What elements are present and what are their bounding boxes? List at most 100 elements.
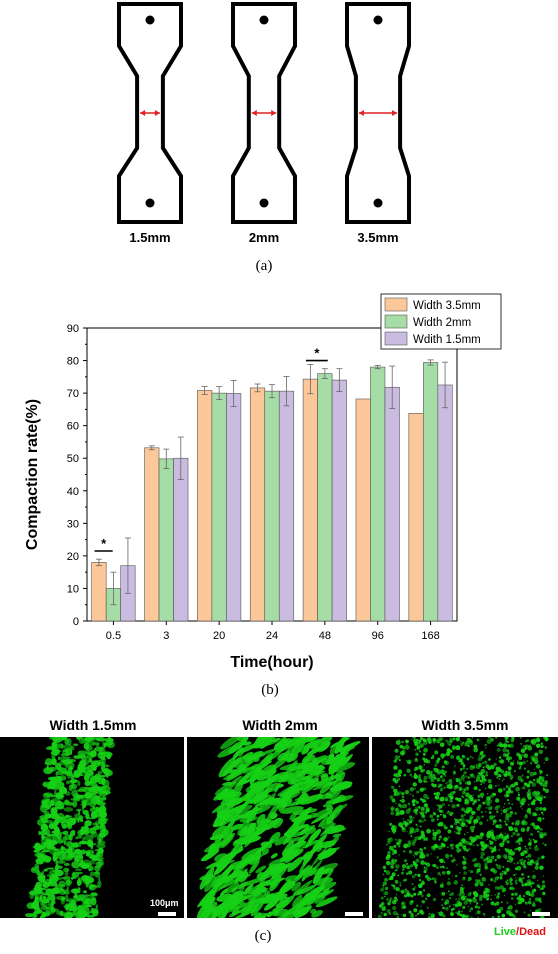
live-cell xyxy=(511,822,515,825)
live-cell xyxy=(52,874,59,883)
x-axis-title: Time(hour) xyxy=(230,654,313,671)
live-cell xyxy=(411,841,416,846)
live-cell xyxy=(393,773,397,777)
live-cell xyxy=(246,804,259,819)
live-cell xyxy=(459,871,461,874)
live-cell xyxy=(85,881,89,888)
live-cell xyxy=(439,742,445,748)
live-cell xyxy=(519,897,525,903)
live-cell xyxy=(533,790,537,795)
live-cell xyxy=(483,845,487,849)
live-cell xyxy=(92,761,97,765)
live-cell xyxy=(470,765,473,767)
live-cell xyxy=(382,886,385,889)
live-cell xyxy=(60,755,65,763)
live-cell xyxy=(398,810,404,815)
live-cell xyxy=(409,787,415,792)
live-cell xyxy=(490,867,496,873)
live-cell xyxy=(401,792,405,796)
stain-live-label: Live xyxy=(494,926,517,938)
live-cell xyxy=(521,819,526,824)
live-cell xyxy=(497,767,502,773)
live-cell xyxy=(60,845,64,853)
live-cell xyxy=(95,904,98,909)
live-cell xyxy=(383,865,386,869)
live-cell xyxy=(419,848,422,851)
live-cell xyxy=(457,897,461,900)
live-cell xyxy=(490,808,493,810)
live-cell xyxy=(70,775,75,780)
live-cell xyxy=(395,791,400,797)
live-cell xyxy=(386,909,391,914)
live-cell xyxy=(25,913,34,918)
live-cell xyxy=(465,914,469,918)
live-cell xyxy=(422,814,425,817)
live-cell xyxy=(516,796,521,801)
live-cell xyxy=(410,835,412,837)
live-cell xyxy=(66,903,75,911)
live-cell xyxy=(35,844,45,851)
live-cell xyxy=(532,757,535,760)
live-cell xyxy=(311,743,319,752)
live-cell xyxy=(409,773,412,777)
live-cell xyxy=(501,870,504,873)
live-cell xyxy=(460,741,462,743)
live-cell xyxy=(93,813,102,818)
live-cell xyxy=(456,864,458,866)
live-cell xyxy=(390,807,395,812)
live-cell xyxy=(537,897,542,902)
live-cell xyxy=(424,862,427,865)
live-cell xyxy=(48,823,56,830)
live-cell xyxy=(459,892,462,895)
live-cell xyxy=(51,830,56,834)
live-cell xyxy=(80,803,91,806)
live-cell xyxy=(319,847,332,861)
specimen-hole-bottom xyxy=(145,198,155,208)
live-cell xyxy=(85,853,96,857)
live-cell xyxy=(47,780,57,788)
live-cell xyxy=(292,852,299,857)
live-cell xyxy=(69,845,75,853)
live-cell xyxy=(506,738,508,740)
live-cell xyxy=(317,888,330,899)
live-cell xyxy=(41,870,45,875)
live-cell xyxy=(533,759,539,765)
live-cell xyxy=(230,823,244,831)
live-cell xyxy=(45,907,56,915)
live-cell xyxy=(238,845,244,851)
live-cell xyxy=(492,792,495,796)
live-cell xyxy=(260,886,267,893)
live-cell xyxy=(499,876,503,880)
live-cell xyxy=(310,763,319,770)
live-cell xyxy=(530,740,534,744)
live-cell xyxy=(489,794,494,799)
live-cell xyxy=(503,773,508,777)
live-cell xyxy=(436,791,440,795)
live-cell xyxy=(413,738,418,744)
live-cell xyxy=(256,768,277,781)
live-cell xyxy=(96,885,99,889)
live-cell xyxy=(504,793,508,798)
live-cell xyxy=(457,901,463,907)
live-cell xyxy=(419,879,422,882)
live-cell xyxy=(544,788,550,794)
live-cell xyxy=(534,860,539,865)
specimen-label: 3.5mm xyxy=(357,230,398,245)
live-cell xyxy=(396,812,400,815)
live-cell xyxy=(45,839,52,848)
live-cell xyxy=(236,747,245,757)
live-cell xyxy=(501,836,505,840)
live-cell xyxy=(43,782,48,786)
live-cell xyxy=(457,894,459,896)
live-cell xyxy=(544,757,549,762)
live-cell xyxy=(291,814,312,823)
live-cell xyxy=(505,823,508,826)
live-cell xyxy=(477,916,480,918)
live-cell xyxy=(410,864,414,868)
live-cell xyxy=(79,815,84,821)
live-cell xyxy=(443,774,447,778)
live-cell xyxy=(97,770,103,775)
live-cell xyxy=(448,784,453,790)
live-cell xyxy=(496,908,502,914)
live-cell xyxy=(536,797,539,800)
